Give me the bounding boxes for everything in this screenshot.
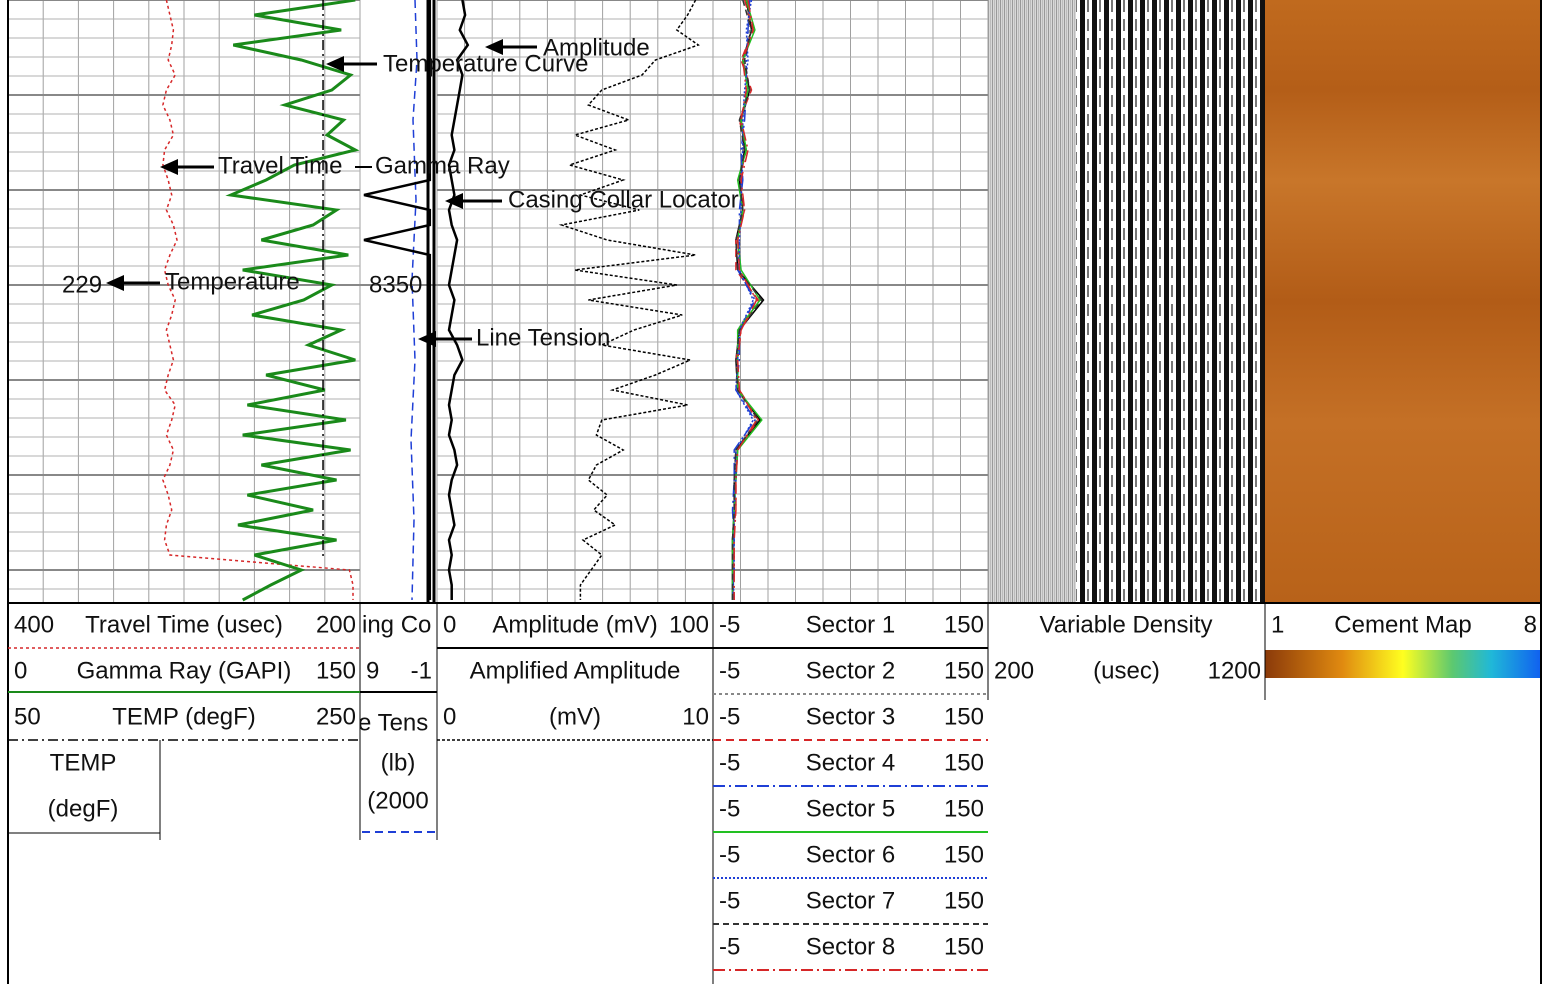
label: Travel Time (usec) (85, 611, 283, 638)
label: 0 (443, 703, 456, 730)
sector-curve (731, 0, 755, 601)
label: Sector 4 (806, 749, 895, 776)
vdl-image (1076, 0, 1265, 603)
arrow-head (160, 159, 178, 175)
label: 1200 (1208, 657, 1261, 684)
label: -5 (719, 611, 740, 638)
label: (usec) (1093, 657, 1160, 684)
label: 150 (316, 657, 356, 684)
amplified-amplitude-curve (558, 0, 700, 600)
label: e Tens (358, 709, 428, 736)
label: -5 (719, 933, 740, 960)
label: 150 (944, 795, 984, 822)
label: Sector 3 (806, 703, 895, 730)
label: Casing Collar Locator (508, 186, 739, 213)
sector-curve (733, 0, 758, 600)
label: 150 (944, 749, 984, 776)
label: 50 (14, 703, 41, 730)
label: Line Tension (476, 324, 610, 351)
label: (mV) (549, 703, 601, 730)
label: -5 (719, 841, 740, 868)
label: Amplitude (543, 34, 650, 61)
label: Travel Time (218, 152, 342, 179)
label: Temperature (165, 268, 300, 295)
label: 1 (1271, 611, 1284, 638)
label: 150 (944, 933, 984, 960)
label: -5 (719, 887, 740, 914)
line-tension-curve (410, 0, 418, 601)
ccl-curve (363, 0, 432, 600)
label: Variable Density (1040, 611, 1213, 638)
label: 0 (443, 611, 456, 638)
label: 250 (316, 703, 356, 730)
arrow-head (445, 193, 463, 209)
label: 200 (316, 611, 356, 638)
label: Sector 8 (806, 933, 895, 960)
label: Sector 2 (806, 657, 895, 684)
travel-time-curve (162, 0, 354, 600)
label: ing Co (362, 611, 431, 638)
label: 150 (944, 657, 984, 684)
cement-map-image (1265, 0, 1541, 603)
label: 8 (1524, 611, 1537, 638)
label: TEMP (50, 749, 117, 776)
label: (degF) (48, 795, 119, 822)
label: (2000 (367, 787, 428, 814)
label: (lb) (381, 749, 416, 776)
label: Sector 7 (806, 887, 895, 914)
label: Sector 5 (806, 795, 895, 822)
label: -5 (719, 795, 740, 822)
label: 100 (669, 611, 709, 638)
label: 229 (62, 271, 102, 298)
gamma-ray-curve (225, 0, 360, 602)
label: Amplified Amplitude (470, 657, 681, 684)
cement-color-bar (1265, 650, 1541, 678)
sector-curve (731, 0, 763, 600)
label: -1 (411, 657, 432, 684)
label: -5 (719, 703, 740, 730)
label: Cement Map (1334, 611, 1471, 638)
label: TEMP (degF) (112, 703, 256, 730)
vdl-image (988, 0, 1076, 603)
label: 200 (994, 657, 1034, 684)
label: 150 (944, 703, 984, 730)
label: 0 (14, 657, 27, 684)
arrow-head (326, 56, 344, 72)
arrow-head (106, 275, 124, 291)
label: Sector 1 (806, 611, 895, 638)
arrow-head (418, 331, 436, 347)
label: -5 (719, 749, 740, 776)
label: Gamma Ray (375, 152, 510, 179)
label: 150 (944, 887, 984, 914)
amplitude-curve (447, 0, 470, 600)
label: Sector 6 (806, 841, 895, 868)
label: 150 (944, 841, 984, 868)
arrow-head (485, 39, 503, 55)
label: 150 (944, 611, 984, 638)
label: Amplitude (mV) (492, 611, 657, 638)
label: Temperature Curve (383, 50, 588, 77)
label: Gamma Ray (GAPI) (77, 657, 292, 684)
label: 8350 (369, 271, 422, 298)
label: 400 (14, 611, 54, 638)
label: 9 (366, 657, 379, 684)
label: 10 (682, 703, 709, 730)
label: -5 (719, 657, 740, 684)
sector-curve (731, 0, 760, 601)
